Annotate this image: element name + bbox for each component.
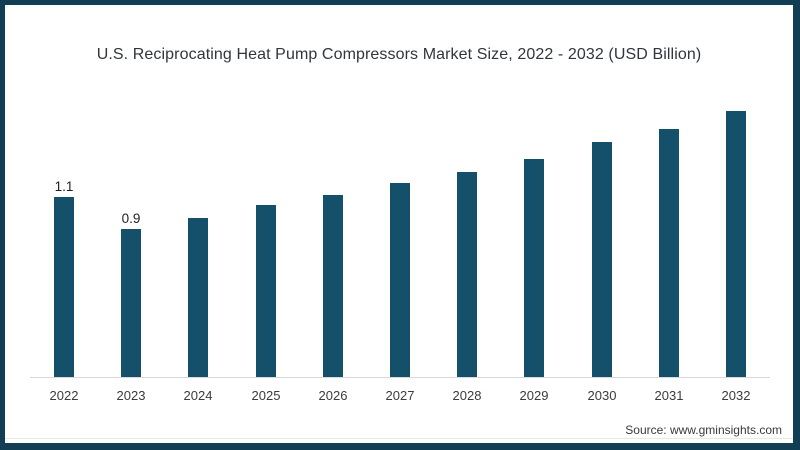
bar-2024: [188, 218, 208, 377]
x-tick-2030: 2030: [587, 388, 617, 403]
x-tick-2032: 2032: [721, 388, 751, 403]
bar-value-label-2023: 0.9: [121, 211, 141, 226]
x-tick-2031: 2031: [654, 388, 684, 403]
bar-2031: [659, 129, 679, 377]
x-tick-2026: 2026: [318, 388, 348, 403]
x-axis-line: [30, 377, 770, 378]
bar-2030: [592, 142, 612, 377]
bar-value-label-2022: 1.1: [54, 179, 74, 194]
source-text: Source: www.gminsights.com: [625, 423, 782, 437]
x-tick-2029: 2029: [519, 388, 549, 403]
x-tick-2025: 2025: [251, 388, 281, 403]
footer-divider: [5, 438, 793, 439]
bar-2023: [121, 229, 141, 377]
plot-area: 1.1 2022 0.9 2023 2024 2025 2026 2027 2028 2029 20…: [5, 5, 793, 443]
chart-title: U.S. Reciprocating Heat Pump Compressors…: [96, 46, 702, 63]
bar-2027: [390, 183, 410, 377]
bar-2022: [54, 197, 74, 377]
bar-2026: [323, 195, 343, 377]
bar-2032: [726, 111, 746, 377]
bar-2028: [457, 172, 477, 377]
bar-2025: [256, 205, 276, 377]
x-tick-2024: 2024: [183, 388, 213, 403]
x-tick-2023: 2023: [116, 388, 146, 403]
x-tick-2022: 2022: [49, 388, 79, 403]
bar-2029: [524, 159, 544, 377]
x-tick-2028: 2028: [452, 388, 482, 403]
x-tick-2027: 2027: [385, 388, 415, 403]
